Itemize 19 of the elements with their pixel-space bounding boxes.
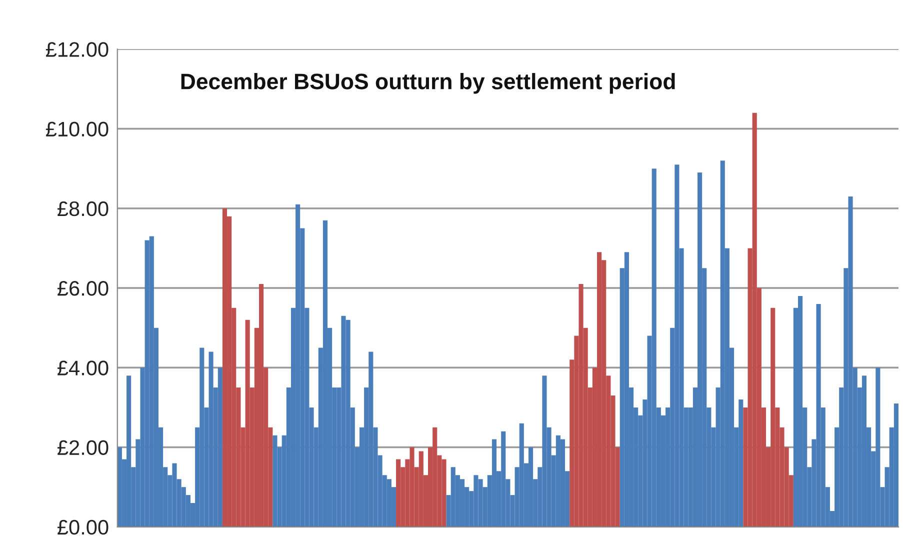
y-tick-label: £4.00 xyxy=(58,360,108,376)
bar xyxy=(258,284,264,527)
bar xyxy=(218,368,222,527)
bar xyxy=(222,208,228,527)
text: December BSUoS outturn by settlement period xyxy=(181,73,675,94)
y-tick-label: £0.00 xyxy=(58,520,108,535)
bar xyxy=(798,296,803,527)
y-tick-label: £6.00 xyxy=(58,281,108,296)
bar xyxy=(396,459,401,527)
y-tick-label: £2.00 xyxy=(58,440,108,456)
y-tick-label: £8.00 xyxy=(58,201,108,216)
bar xyxy=(862,376,867,527)
y-tick-label: £12.00 xyxy=(46,42,108,57)
bar xyxy=(322,220,328,527)
bar xyxy=(492,439,497,527)
bar xyxy=(560,439,566,527)
y-tick-label: £10.00 xyxy=(46,122,108,137)
bar xyxy=(528,447,534,527)
bar xyxy=(460,479,465,527)
